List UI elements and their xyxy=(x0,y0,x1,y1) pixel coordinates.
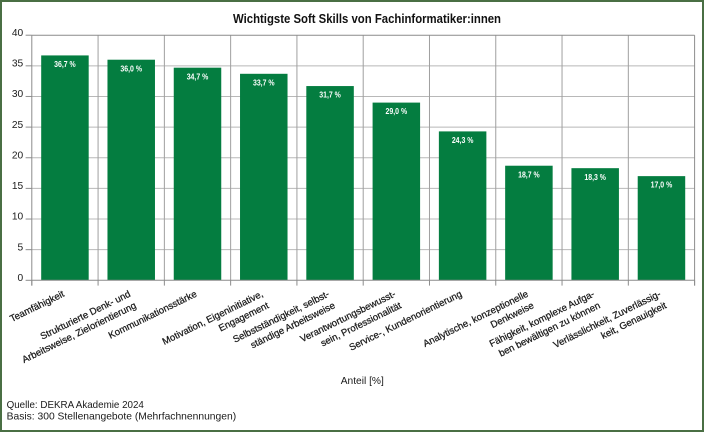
svg-text:29,0 %: 29,0 % xyxy=(386,107,408,116)
svg-text:30: 30 xyxy=(12,89,24,100)
svg-text:5: 5 xyxy=(18,242,24,253)
svg-text:Anteil [%]: Anteil [%] xyxy=(341,376,384,387)
svg-text:Quelle: DEKRA Akademie 2024: Quelle: DEKRA Akademie 2024 xyxy=(7,400,145,411)
svg-text:18,3 %: 18,3 % xyxy=(584,173,606,182)
svg-text:20: 20 xyxy=(12,150,24,161)
svg-text:40: 40 xyxy=(12,28,24,39)
svg-text:35: 35 xyxy=(12,59,24,70)
svg-text:Basis: 300 Stellenangebote (Me: Basis: 300 Stellenangebote (Mehrfachnenn… xyxy=(7,412,237,423)
svg-text:24,3 %: 24,3 % xyxy=(452,136,474,145)
svg-text:10: 10 xyxy=(12,212,24,223)
svg-text:Wichtigste Soft Skills von Fac: Wichtigste Soft Skills von Fachinformati… xyxy=(233,11,501,26)
svg-text:31,7 %: 31,7 % xyxy=(319,91,341,100)
svg-text:36,0 %: 36,0 % xyxy=(120,64,142,73)
svg-text:36,7 %: 36,7 % xyxy=(54,60,76,69)
svg-text:18,7 %: 18,7 % xyxy=(518,170,540,179)
svg-text:34,7 %: 34,7 % xyxy=(187,72,209,81)
svg-text:15: 15 xyxy=(12,181,24,192)
svg-text:0: 0 xyxy=(18,273,24,284)
svg-text:17,0 %: 17,0 % xyxy=(651,181,673,190)
svg-text:33,7 %: 33,7 % xyxy=(253,78,275,87)
svg-text:25: 25 xyxy=(12,120,24,131)
